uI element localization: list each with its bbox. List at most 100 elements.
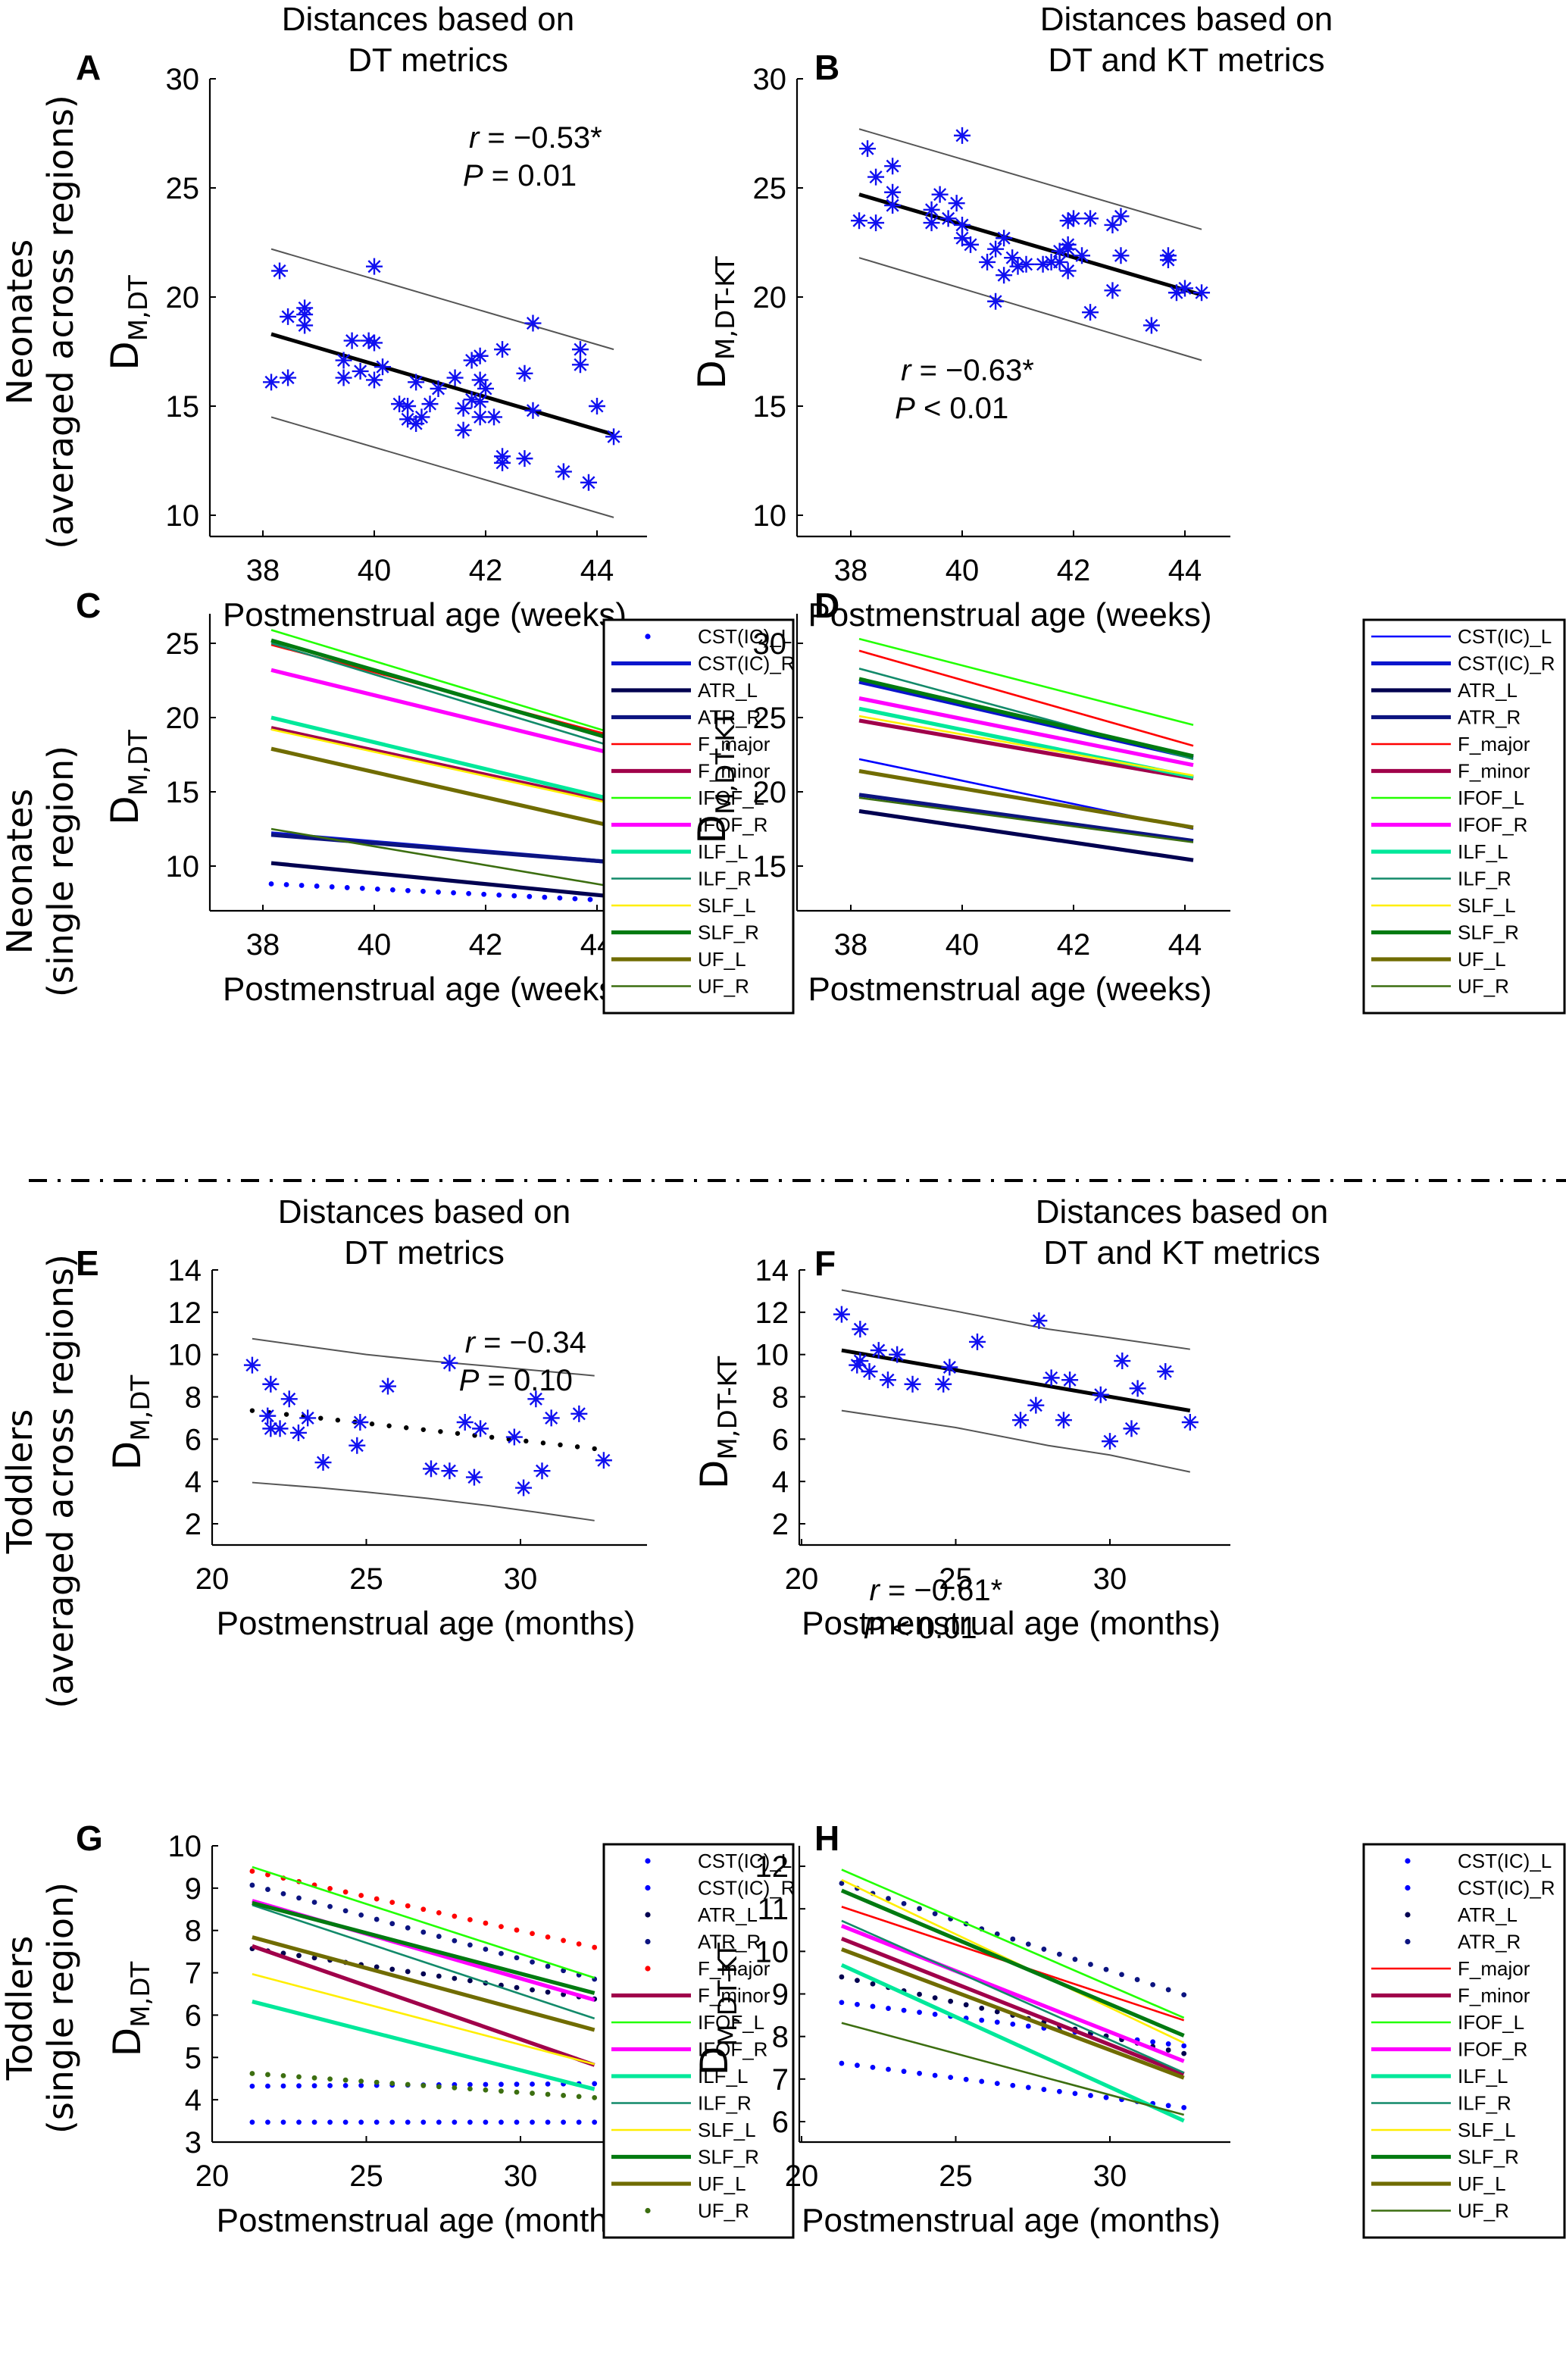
data-point: [542, 1409, 560, 1427]
data-point: [1059, 212, 1077, 230]
series-dot: [870, 1981, 876, 1987]
legend-item: ILF_R: [611, 2092, 752, 2115]
data-point: [1017, 255, 1035, 273]
data-point: [515, 1479, 533, 1496]
series-dot: [514, 1984, 520, 1991]
series-dot: [389, 1921, 395, 1927]
y-tick-label: 20: [753, 281, 787, 314]
data-point: [987, 292, 1005, 310]
series-dot: [249, 2119, 255, 2125]
legend-box: [602, 618, 795, 1015]
data-point: [456, 1414, 474, 1431]
fit-line-dot: [558, 1442, 563, 1448]
stat-p-value: < 0.01: [883, 1612, 977, 1645]
data-point: [399, 398, 417, 414]
legend-item: ATR_L: [645, 1903, 758, 1926]
series-dot: [530, 1931, 535, 1937]
series-dot: [1025, 1941, 1031, 1947]
y-tick-label: 10: [755, 1935, 789, 1969]
legend-item: CST(IC)_L: [645, 1850, 792, 1872]
data-point: [1074, 247, 1091, 264]
data-point: [343, 332, 361, 349]
data-point: [446, 369, 464, 386]
y-tick-label: 10: [168, 1830, 202, 1863]
legend-label: IFOF_R: [698, 2038, 767, 2061]
legend-item: F_minor: [1371, 760, 1530, 783]
series-dot: [514, 2081, 520, 2088]
data-point: [1112, 247, 1130, 264]
y-tick-label: 20: [166, 281, 200, 314]
data-point: [280, 1390, 298, 1408]
data-point: [851, 212, 868, 230]
data-point: [471, 371, 489, 389]
fit-line: [858, 192, 1202, 297]
series-line: [858, 808, 1194, 862]
series-dot: [1181, 2043, 1187, 2049]
data-point: [399, 411, 417, 428]
series-dot: [342, 1889, 349, 1895]
series-dot: [389, 887, 395, 893]
y-axis-title: DM,DT: [105, 1375, 156, 1470]
legend-label: IFOF_R: [1458, 814, 1527, 837]
data-point: [1092, 1386, 1109, 1403]
series-dot: [358, 2119, 364, 2125]
series-dot: [280, 1891, 286, 1897]
series-dot: [514, 2119, 520, 2125]
series-dot: [405, 2081, 411, 2088]
legend: CST(IC)_L CST(IC)_R ATR_L ATR_R F_major F_min…: [602, 618, 796, 1015]
y-axis-title-main: D: [690, 815, 734, 844]
ci-lower-line: [252, 1481, 595, 1522]
data-point: [1157, 1363, 1174, 1380]
stat-r-value: = −0.34: [475, 1326, 586, 1359]
data-point: [1061, 1371, 1079, 1389]
legend-label: ATR_L: [1458, 679, 1518, 702]
series-dot: [405, 887, 411, 893]
legend-item: SLF_L: [1371, 894, 1516, 917]
series-line: [841, 2022, 1185, 2116]
ci-upper-line: [858, 128, 1202, 230]
column-title-line: Distances based on: [1040, 1, 1333, 38]
series-dot: [1165, 2047, 1171, 2053]
y-tick-label: 8: [772, 2021, 789, 2054]
series-dot: [436, 1973, 442, 1979]
fit-line-dot: [420, 1427, 426, 1432]
x-axis-title: Postmenstrual age (months): [802, 1605, 1221, 1642]
data-point: [1159, 252, 1177, 269]
series-dot: [839, 2000, 845, 2006]
stat-r: r = −0.63*: [901, 354, 1034, 387]
data-point: [391, 396, 408, 413]
series-dot: [436, 2119, 442, 2125]
data-point: [366, 371, 383, 389]
x-tick-label: 40: [946, 554, 980, 587]
series-line: [858, 637, 1194, 727]
series-dot: [268, 881, 274, 887]
row-title-toddlers-averaged: Toddlers (averaged across regions): [0, 1254, 81, 1709]
data-point: [296, 317, 314, 334]
x-tick-label: 40: [358, 928, 392, 962]
data-point: [477, 380, 494, 397]
series-line: [270, 715, 606, 800]
legend-label: ILF_L: [698, 840, 749, 863]
series-dot: [499, 2081, 504, 2088]
legend-label: F_major: [698, 733, 770, 755]
data-point: [243, 1356, 261, 1374]
x-tick-label: 25: [349, 2160, 383, 2193]
series-dot: [545, 1934, 551, 1940]
series-dot: [342, 2077, 349, 2083]
y-tick-label: 14: [168, 1254, 202, 1287]
legend-item: UF_R: [1371, 2200, 1509, 2222]
x-axis-title: Postmenstrual age (weeks): [223, 971, 627, 1008]
series-dot: [311, 2075, 317, 2081]
column-title-top-left: Distances based on DT metrics: [282, 1, 574, 79]
series-dot: [280, 2083, 286, 2089]
x-tick-label: 25: [939, 2160, 973, 2193]
data-point: [1030, 1312, 1048, 1329]
legend-label: F_minor: [1458, 760, 1530, 783]
x-tick-label: 38: [834, 928, 868, 962]
series-dot: [296, 1953, 302, 1959]
series-dot: [855, 2063, 860, 2069]
y-axis-title-text: DM,DT-KT: [692, 1356, 743, 1489]
series-line: [858, 768, 1194, 830]
legend-label: ATR_L: [1458, 1903, 1518, 1926]
series-dot: [311, 2083, 317, 2089]
